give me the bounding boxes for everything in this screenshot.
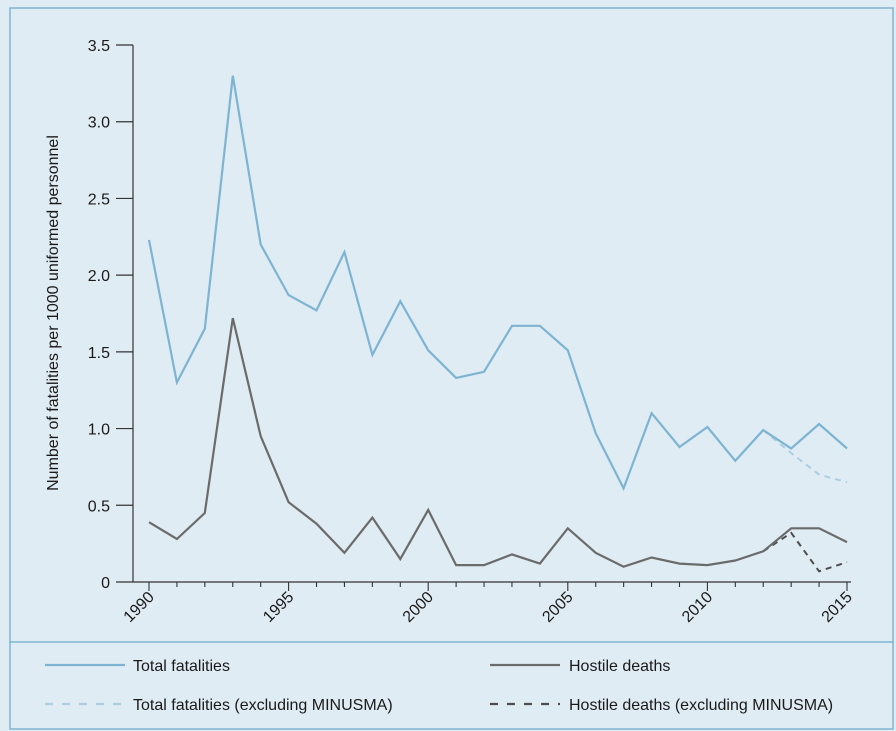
- y-tick-label: 0.5: [88, 498, 110, 515]
- y-tick-label: 2.0: [88, 268, 110, 285]
- y-tick-label: 1.0: [88, 422, 110, 439]
- legend-label-hostile-deaths-excluding-minusma: Hostile deaths (excluding MINUSMA): [569, 697, 833, 714]
- series-line-hostile-deaths-excluding-minusma: [762, 531, 848, 573]
- chart-frame: [9, 7, 894, 730]
- y-axis-title: Number of fatalities per 1000 uniformed …: [45, 135, 62, 491]
- legend-label-total-fatalities: Total fatalities: [133, 658, 230, 675]
- series-line-hostile-deaths: [148, 317, 848, 568]
- y-axis: 0 0.5 1.0 1.5 2.0 2.5 3.0 3.5: [88, 38, 134, 592]
- plot-lines: [147, 75, 848, 573]
- y-tick-label: 0: [101, 575, 110, 592]
- series-line-total-fatalities: [147, 75, 848, 492]
- y-tick-label: 1.5: [88, 345, 110, 362]
- legend-label-hostile-deaths: Hostile deaths: [569, 658, 670, 675]
- y-tick-label: 3.5: [88, 38, 110, 55]
- legend: Total fatalities Hostile deaths Total fata…: [45, 658, 833, 714]
- legend-label-total-fatalities-excluding-minusma: Total fatalities (excluding MINUSMA): [133, 697, 393, 714]
- y-tick-label: 3.0: [88, 115, 110, 132]
- y-tick-label: 2.5: [88, 191, 110, 208]
